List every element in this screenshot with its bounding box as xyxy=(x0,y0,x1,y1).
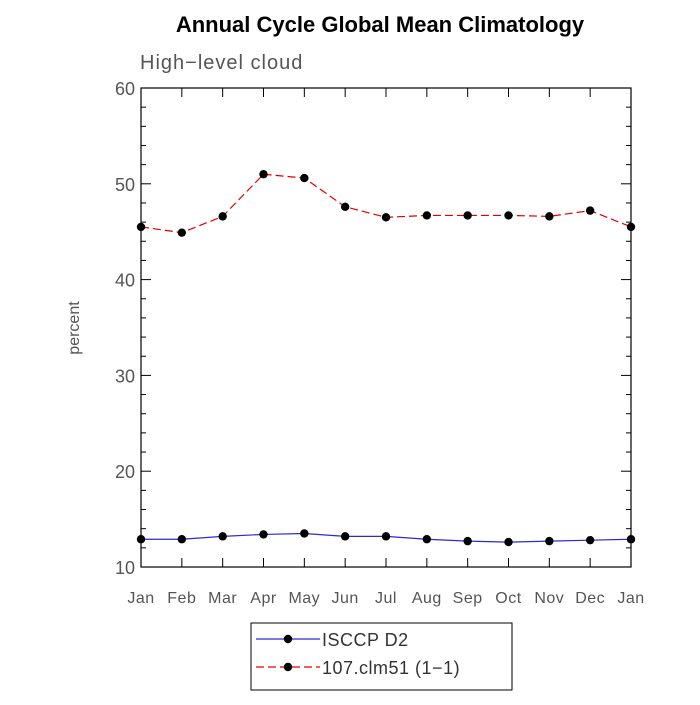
data-point xyxy=(545,212,554,221)
data-point xyxy=(177,228,187,237)
data-point xyxy=(585,206,595,215)
legend-label: 107.clm51 (1−1) xyxy=(322,658,460,678)
data-point xyxy=(340,202,350,211)
data-point xyxy=(626,535,636,544)
data-point xyxy=(136,535,146,544)
data-point xyxy=(504,211,513,220)
data-point xyxy=(300,173,309,183)
x-tick-label: Apr xyxy=(250,590,277,607)
x-tick-label: Oct xyxy=(495,590,521,607)
legend-label: ISCCP D2 xyxy=(322,630,409,650)
y-tick-label: 40 xyxy=(115,271,135,291)
data-point xyxy=(422,211,432,220)
data-point xyxy=(422,535,432,544)
data-point xyxy=(259,170,268,179)
legend-marker xyxy=(283,634,293,644)
data-point xyxy=(585,535,595,545)
y-tick-label: 50 xyxy=(115,175,135,195)
axis-ticks: 10 20 30 40 50 60 Jan Feb Mar Apr May Jun Jul Aug Sep O… xyxy=(115,79,644,607)
data-point xyxy=(300,529,309,538)
data-point xyxy=(545,536,554,546)
x-tick-label: Aug xyxy=(412,590,442,607)
data-point xyxy=(340,532,350,541)
legend-frame xyxy=(250,622,513,691)
y-tick-label: 10 xyxy=(115,558,135,578)
chart-title: Annual Cycle Global Mean Climatology xyxy=(176,12,585,37)
data-point xyxy=(381,213,391,222)
data-point xyxy=(463,211,472,220)
series-line xyxy=(140,173,632,234)
y-axis-label: percent xyxy=(66,301,83,355)
x-tick-label: Jun xyxy=(332,590,359,607)
data-point xyxy=(136,222,146,232)
data-point xyxy=(463,536,472,546)
data-point xyxy=(504,537,513,547)
chart-subtitle: High−level cloud xyxy=(140,52,303,74)
x-tick-label: Jul xyxy=(375,590,397,607)
x-tick-label: May xyxy=(288,590,320,607)
series-layer xyxy=(136,170,636,547)
x-tick-label: Feb xyxy=(167,590,196,607)
y-tick-label: 20 xyxy=(115,462,135,482)
x-tick-label: Jan xyxy=(617,590,644,607)
x-tick-label: Nov xyxy=(534,590,564,607)
data-point xyxy=(381,532,391,541)
data-point xyxy=(259,530,268,539)
data-point xyxy=(218,212,227,221)
data-point xyxy=(218,532,227,541)
legend: ISCCP D2 107.clm51 (1−1) xyxy=(250,622,513,691)
data-point xyxy=(626,222,636,232)
x-tick-label: Jan xyxy=(127,590,154,607)
y-tick-label: 30 xyxy=(115,366,135,386)
plot-area-frame xyxy=(140,87,632,568)
data-point xyxy=(177,535,187,544)
x-tick-label: Sep xyxy=(453,590,483,607)
x-tick-label: Dec xyxy=(575,590,605,607)
x-tick-label: Mar xyxy=(208,590,237,607)
y-tick-label: 60 xyxy=(115,79,135,99)
legend-marker xyxy=(283,662,293,672)
